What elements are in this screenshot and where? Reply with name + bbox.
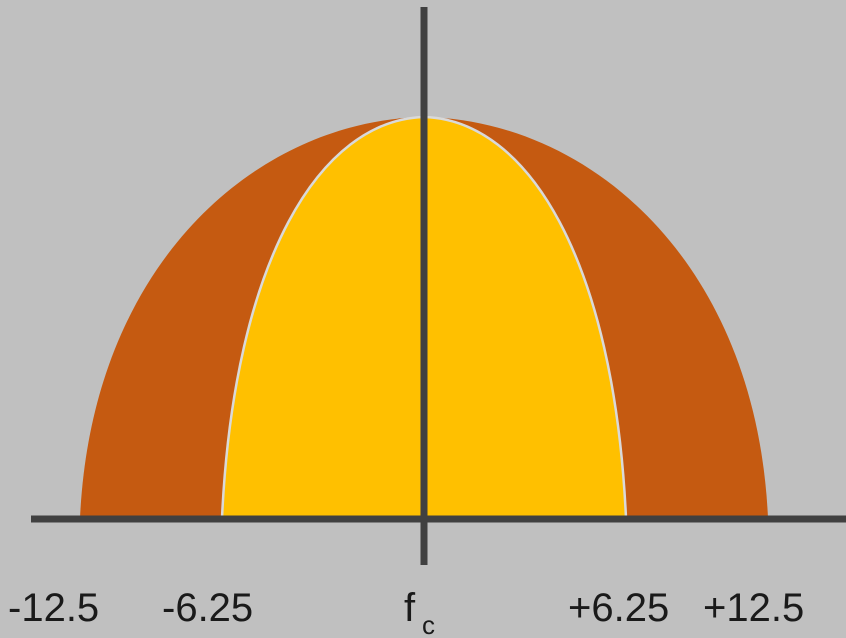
label-plus-6-25: +6.25 — [568, 586, 669, 630]
label-center-frequency-subscript: c — [422, 610, 435, 638]
label-plus-12-5: +12.5 — [703, 586, 804, 630]
label-center-frequency: f — [404, 586, 416, 630]
label-minus-12-5: -12.5 — [8, 586, 99, 630]
label-minus-6-25: -6.25 — [162, 586, 253, 630]
